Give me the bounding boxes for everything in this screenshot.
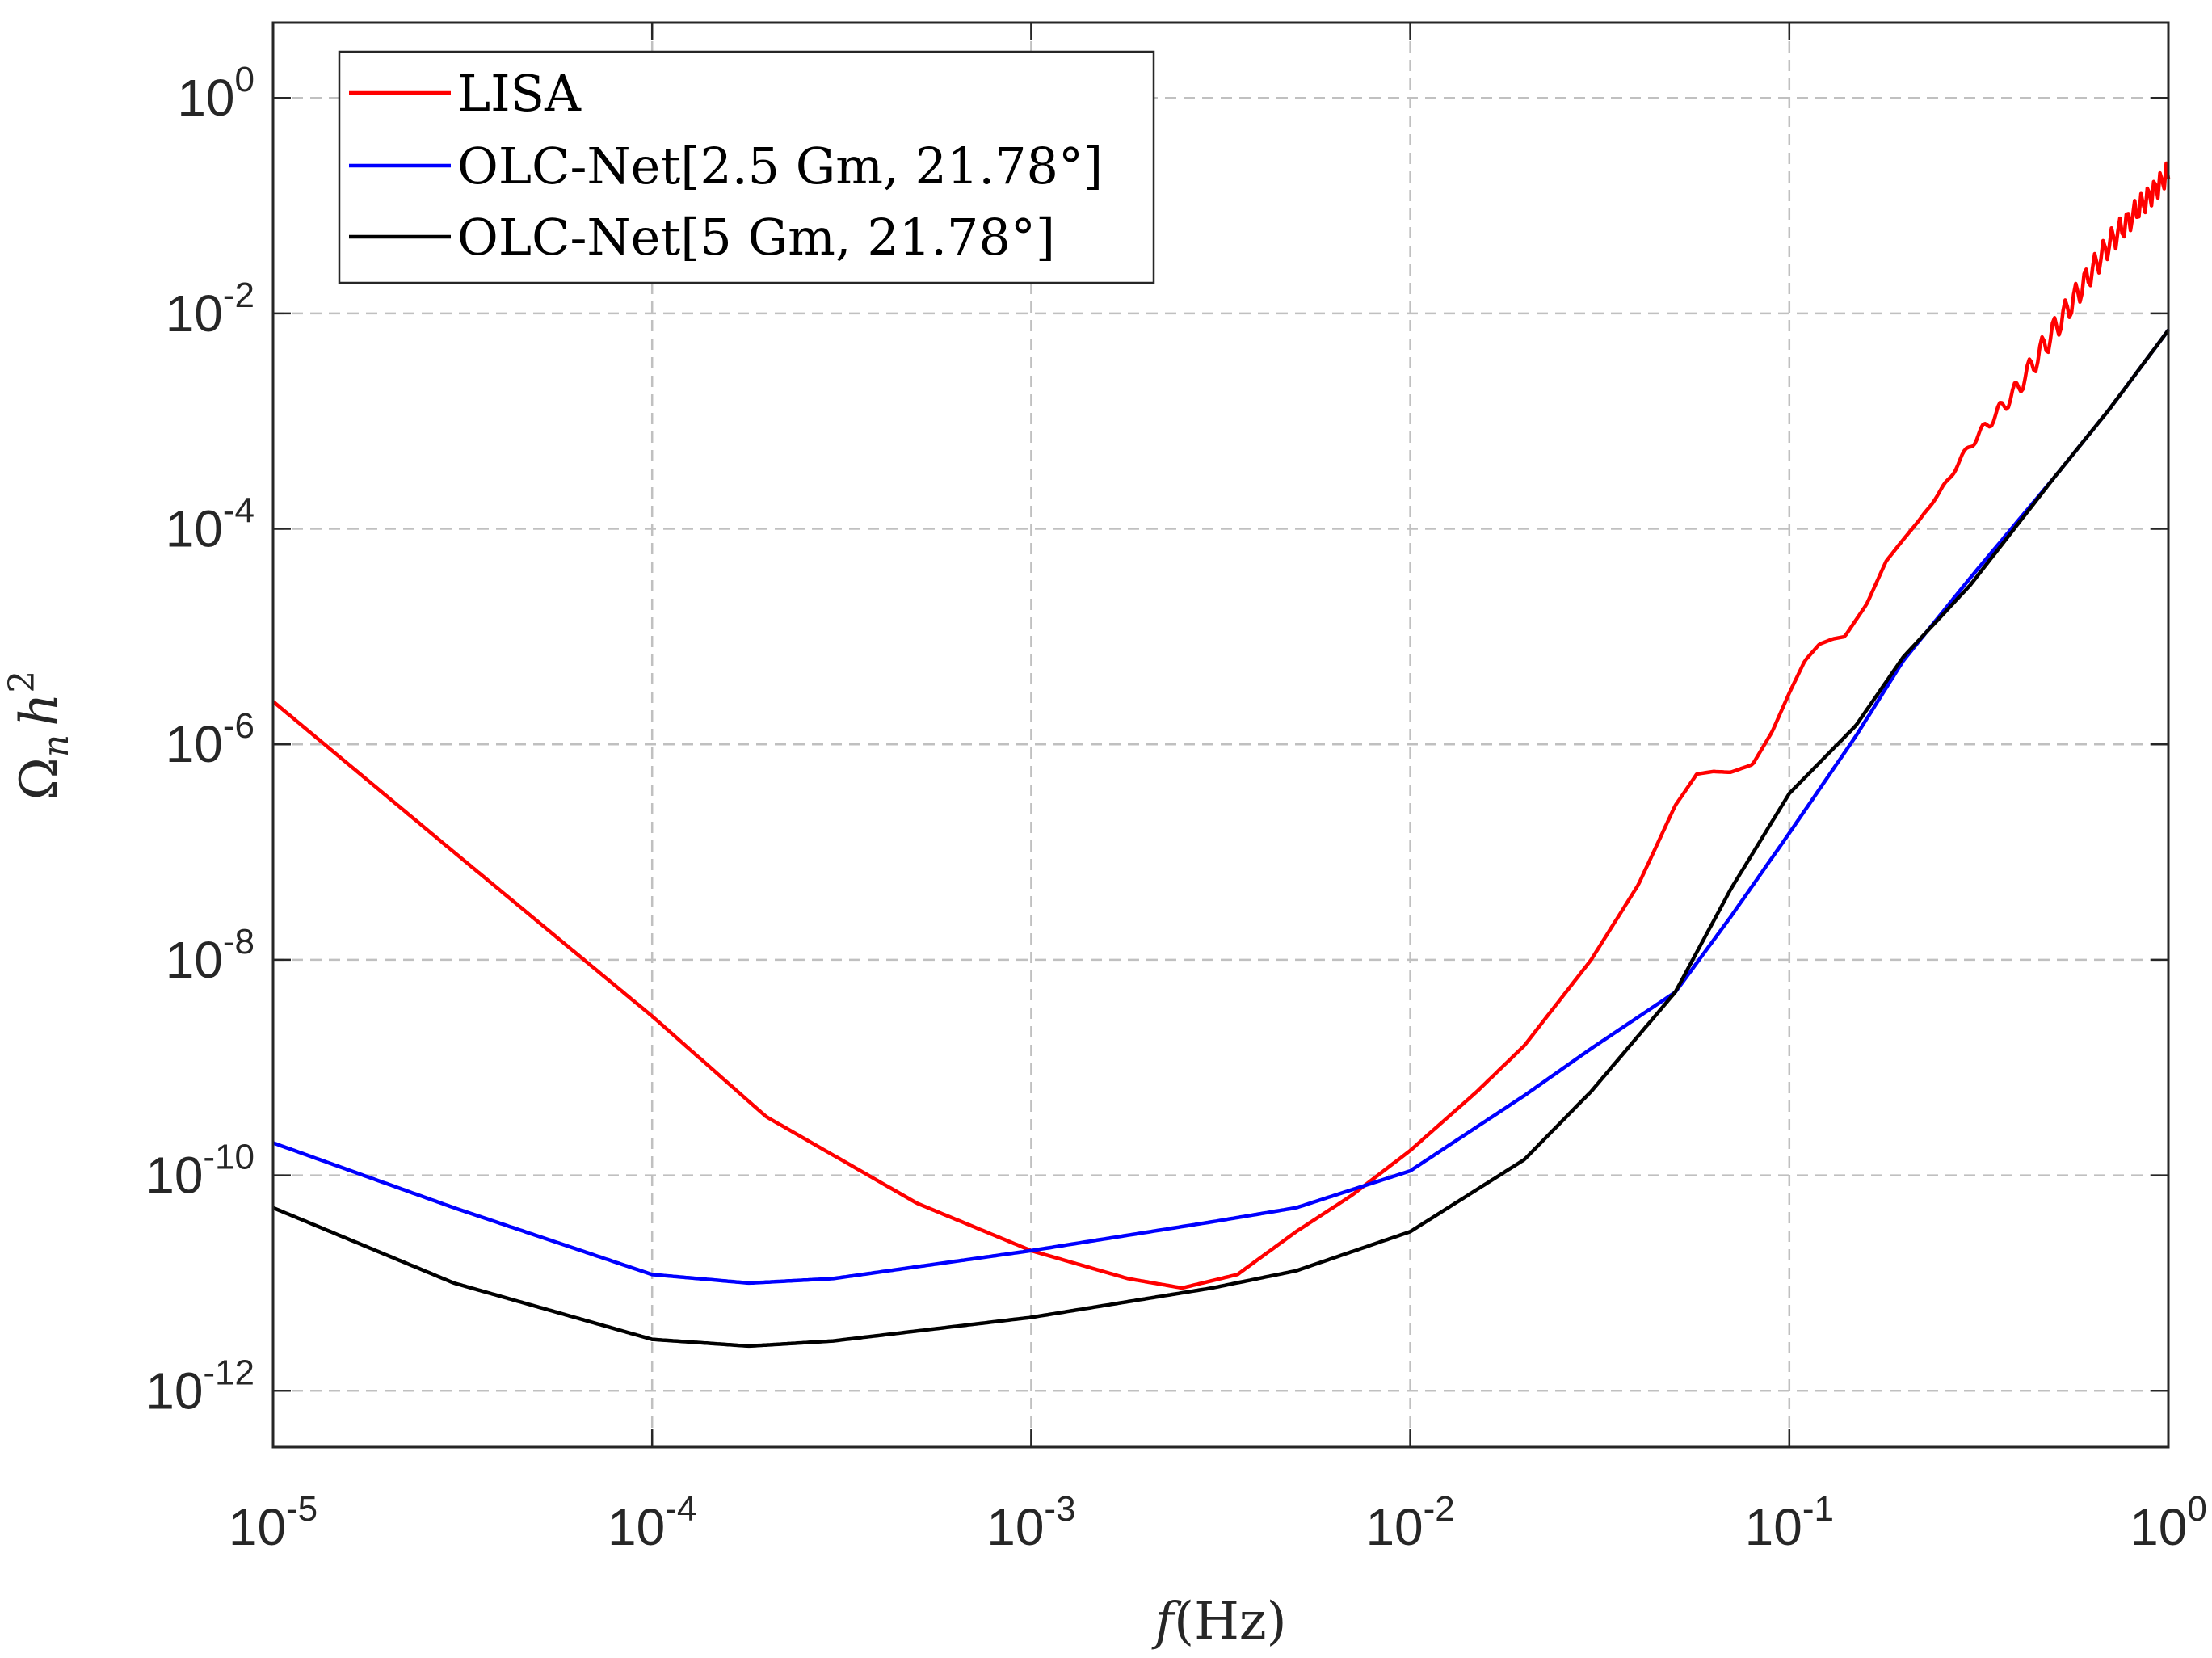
- y-tick-exp: -4: [223, 491, 254, 531]
- y-tick-label: 10-12: [145, 1353, 254, 1420]
- y-axis-var2: h: [10, 693, 69, 726]
- y-axis-label: Ωnh2: [2, 671, 77, 801]
- x-tick-exp: -2: [1424, 1489, 1455, 1529]
- y-tick-base: 10: [166, 931, 223, 989]
- x-tick-base: 10: [986, 1498, 1044, 1556]
- y-tick-exp: -8: [223, 922, 254, 962]
- x-tick-base: 10: [229, 1498, 286, 1556]
- plot-frame: [271, 21, 2170, 1449]
- y-tick-base: 10: [145, 1361, 203, 1420]
- y-tick-exp: 0: [235, 60, 254, 99]
- x-tick-exp: -4: [665, 1489, 696, 1529]
- y-axis-sub: n: [36, 734, 77, 757]
- y-tick-exp: -6: [223, 706, 254, 746]
- y-axis-var: Ω: [10, 757, 69, 800]
- y-axis-sup: 2: [2, 671, 43, 693]
- legend-label: OLC-Net[2.5 Gm, 21.78°]: [457, 137, 1103, 196]
- x-tick-base: 10: [608, 1498, 665, 1556]
- x-tick-label: 10-4: [608, 1489, 696, 1556]
- y-tick-label: 100: [177, 60, 254, 127]
- x-tick-label: 100: [2130, 1489, 2207, 1556]
- x-tick-label: 10-5: [229, 1489, 318, 1556]
- y-tick-exp: -12: [203, 1353, 254, 1392]
- legend: LISA OLC-Net[2.5 Gm, 21.78°] OLC-Net[5 Gm,…: [338, 50, 1155, 284]
- legend-box: [338, 50, 1155, 284]
- x-tick-base: 10: [2130, 1498, 2187, 1556]
- y-tick-exp: -10: [203, 1138, 254, 1177]
- x-axis-unit: (Hz): [1174, 1592, 1286, 1652]
- x-tick-label: 10-2: [1365, 1489, 1454, 1556]
- x-tick-exp: 0: [2187, 1489, 2206, 1529]
- y-tick-base: 10: [177, 69, 234, 127]
- x-axis-label: f(Hz): [1151, 1592, 1286, 1652]
- legend-label: OLC-Net[5 Gm, 21.78°]: [457, 208, 1055, 267]
- grid: [273, 23, 2168, 1447]
- x-tick-exp: -5: [286, 1489, 318, 1529]
- y-tick-base: 10: [166, 500, 223, 558]
- y-tick-base: 10: [145, 1147, 203, 1205]
- legend-label: LISA: [457, 64, 582, 123]
- y-tick-label: 10-8: [166, 922, 254, 989]
- x-tick-base: 10: [1745, 1498, 1802, 1556]
- x-tick-label: 10-1: [1745, 1489, 1834, 1556]
- x-tick-base: 10: [1365, 1498, 1423, 1556]
- y-tick-label: 10-4: [166, 491, 254, 558]
- y-tick-label: 10-2: [166, 276, 254, 343]
- x-tick-labels: 10-5 10-4 10-3 10-2 10-1 100: [229, 1489, 2207, 1556]
- y-tick-base: 10: [166, 284, 223, 343]
- x-tick-exp: -3: [1044, 1489, 1075, 1529]
- series-line-0: [271, 161, 2171, 1290]
- series-line-1: [272, 329, 2170, 1286]
- series-line-2: [272, 329, 2170, 1349]
- ticks: [271, 23, 2170, 1447]
- y-tick-label: 10-6: [166, 706, 254, 773]
- y-tick-base: 10: [166, 715, 223, 773]
- series-layer: [271, 161, 2171, 1349]
- y-tick-exp: -2: [223, 276, 254, 315]
- y-tick-label: 10-10: [145, 1138, 254, 1205]
- x-tick-exp: -1: [1802, 1489, 1834, 1529]
- x-tick-label: 10-3: [986, 1489, 1075, 1556]
